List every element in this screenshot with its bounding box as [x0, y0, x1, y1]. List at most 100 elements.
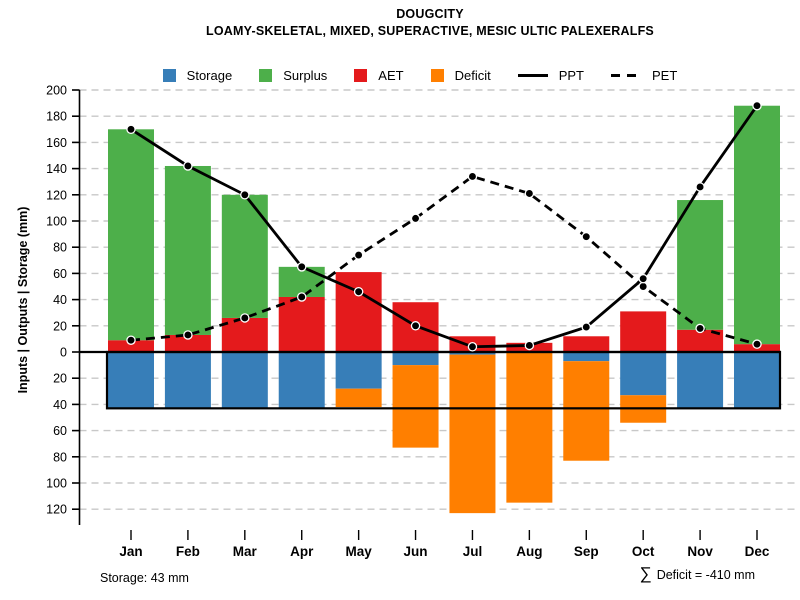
x-tick-label-mar: Mar	[233, 544, 258, 559]
bar-storage-jan	[108, 352, 154, 409]
bar-storage-jun	[392, 352, 439, 366]
bar-storage-may	[335, 352, 382, 389]
bar-storage-nov	[677, 352, 724, 409]
bar-surplus-feb	[164, 165, 211, 335]
legend-label-ppt: PPT	[558, 67, 585, 83]
sigma-symbol: ∑	[639, 564, 652, 583]
deficit-annotation-text: Deficit = -410 mm	[656, 567, 755, 582]
bar-surplus-dec	[733, 105, 780, 345]
pet-point-sep	[581, 231, 592, 242]
storage-annotation: Storage: 43 mm	[100, 571, 189, 585]
legend-item-storage: Storage	[162, 67, 233, 83]
x-tick-label-dec: Dec	[745, 544, 770, 559]
bar-deficit-jul	[449, 354, 496, 514]
pet-point-feb	[183, 330, 193, 340]
ppt-point-nov	[695, 182, 705, 192]
x-tick-label-jul: Jul	[463, 544, 483, 559]
pet-point-apr	[296, 292, 307, 302]
legend-label-storage: Storage	[186, 67, 233, 83]
pet-point-jan	[126, 335, 136, 345]
ppt-point-sep	[581, 322, 592, 332]
bar-aet-jan	[108, 340, 154, 352]
x-tick-label-aug: Aug	[516, 544, 542, 559]
bar-storage-dec	[733, 352, 780, 409]
legend-label-aet: AET	[378, 67, 404, 83]
bar-deficit-jun	[392, 365, 439, 448]
storage-capacity-box	[105, 350, 782, 410]
pet-dashed-line-icon	[611, 73, 642, 77]
ppt-point-aug	[524, 340, 535, 351]
legend-item-surplus: Surplus	[259, 68, 327, 83]
deficit-annotation: ∑ Deficit = -410 mm	[639, 564, 755, 583]
pet-point-dec	[752, 339, 762, 349]
bar-storage-jul	[449, 352, 496, 355]
x-tick-label-sep: Sep	[574, 544, 599, 559]
ppt-solid-line-icon	[517, 73, 548, 77]
bar-deficit-sep	[563, 361, 610, 461]
bar-storage-apr	[278, 352, 325, 409]
legend-item-pet: PET	[611, 68, 677, 83]
y-tick-label--20: 20	[53, 372, 67, 386]
y-tick-label-100: 100	[46, 215, 67, 229]
pet-point-jul	[467, 171, 478, 182]
ppt-point-may	[353, 286, 364, 297]
pet-point-may	[353, 250, 364, 260]
x-tick-label-jun: Jun	[404, 544, 428, 559]
pet-point-oct	[638, 281, 648, 292]
ppt-point-mar	[240, 190, 250, 200]
ppt-point-jul	[467, 342, 478, 352]
legend-label-deficit: Deficit	[454, 67, 491, 83]
pet-point-aug	[524, 188, 535, 199]
y-tick-label-180: 180	[46, 110, 67, 124]
y-tick-label-80: 80	[53, 241, 67, 255]
pet-line	[130, 174, 758, 346]
bar-storage-feb	[164, 352, 211, 409]
x-tick-label-feb: Feb	[176, 544, 200, 559]
legend-item-aet: AET	[354, 67, 404, 83]
y-tick-label-0: 0	[60, 346, 67, 360]
ppt-point-jun	[410, 321, 421, 331]
y-tick-label-120: 120	[46, 188, 67, 202]
chart-subtitle: LOAMY-SKELETAL, MIXED, SUPERACTIVE, MESI…	[206, 24, 654, 38]
y-tick-label--60: 60	[53, 424, 67, 438]
bar-storage-mar	[221, 352, 268, 409]
bar-aet-feb	[164, 334, 211, 352]
aet-swatch-icon	[354, 68, 368, 82]
pet-point-nov	[695, 323, 705, 334]
chart-title: DOUGCITY	[396, 7, 464, 21]
legend-label-pet: PET	[652, 67, 678, 83]
bar-surplus-nov	[677, 200, 724, 330]
ppt-point-dec	[752, 100, 762, 111]
ppt-point-feb	[183, 161, 193, 171]
y-tick-label-160: 160	[46, 136, 67, 150]
bar-aet-apr	[278, 296, 325, 352]
pet-point-jun	[410, 213, 421, 224]
bar-deficit-aug	[506, 352, 553, 503]
bar-surplus-apr	[278, 266, 325, 297]
bar-aet-nov	[677, 329, 724, 352]
x-tick-label-may: May	[346, 544, 373, 559]
bar-aet-oct	[620, 311, 667, 352]
y-tick-label-140: 140	[46, 162, 67, 176]
y-tick-label-60: 60	[53, 267, 67, 281]
x-tick-label-nov: Nov	[687, 544, 713, 559]
y-tick-label-20: 20	[53, 319, 67, 333]
bar-storage-sep	[563, 352, 610, 362]
bar-aet-sep	[563, 336, 610, 352]
surplus-swatch-icon	[259, 68, 273, 82]
x-tick-label-oct: Oct	[632, 544, 655, 559]
y-tick-label-40: 40	[53, 293, 67, 307]
legend: Storage Surplus AET Deficit PPT PET	[60, 62, 780, 88]
y-tick-label--40: 40	[53, 398, 67, 412]
ppt-point-jan	[126, 124, 136, 135]
bar-storage-oct	[620, 352, 667, 396]
pet-point-mar	[240, 313, 250, 323]
x-tick-label-jan: Jan	[119, 544, 142, 559]
ppt-point-apr	[296, 262, 307, 272]
legend-item-deficit: Deficit	[430, 67, 491, 83]
ppt-line	[130, 104, 759, 349]
x-tick-label-apr: Apr	[290, 544, 314, 559]
bar-deficit-may	[335, 388, 382, 408]
